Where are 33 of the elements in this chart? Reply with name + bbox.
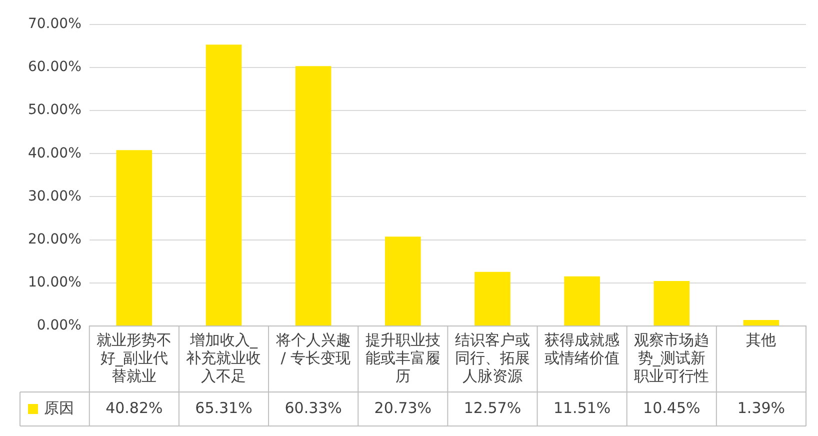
data-label: 40.82% bbox=[106, 398, 163, 417]
data-label: 11.51% bbox=[553, 398, 611, 417]
data-label: 60.33% bbox=[284, 398, 342, 417]
x-tick-label: 增加收入_补充就业收入不足 bbox=[186, 330, 262, 385]
bar bbox=[295, 66, 332, 326]
y-tick-label: 10.00% bbox=[28, 274, 82, 291]
data-label: 12.57% bbox=[464, 398, 522, 417]
y-tick-label: 60.00% bbox=[28, 59, 82, 76]
x-tick-label: 获得成就感或情绪价值 bbox=[544, 330, 620, 367]
bar bbox=[474, 272, 510, 326]
bar bbox=[116, 150, 152, 326]
legend-label: 原因 bbox=[44, 398, 74, 417]
data-label: 10.45% bbox=[643, 398, 700, 417]
bar bbox=[743, 320, 780, 326]
bar bbox=[654, 280, 690, 326]
x-tick-label: 提升职业技能或丰富履历 bbox=[365, 330, 440, 385]
y-tick-label: 0.00% bbox=[36, 318, 82, 334]
bar bbox=[384, 236, 421, 326]
data-label: 65.31% bbox=[195, 398, 252, 417]
x-tick-label: 其他 bbox=[746, 330, 776, 349]
y-tick-label: 20.00% bbox=[28, 231, 82, 248]
x-tick-label: 观察市场趋势_测试新职业可行性 bbox=[634, 330, 710, 385]
data-label: 1.39% bbox=[737, 398, 786, 417]
x-tick-label: 就业形势不好_副业代替就业 bbox=[96, 330, 172, 385]
y-tick-label: 40.00% bbox=[28, 145, 82, 162]
bar bbox=[564, 276, 600, 326]
y-tick-label: 70.00% bbox=[28, 16, 82, 32]
y-tick-label: 30.00% bbox=[28, 188, 82, 204]
x-tick-label: 将个人兴趣 / 专长变现 bbox=[274, 330, 351, 367]
bar bbox=[206, 44, 242, 326]
y-tick-label: 50.00% bbox=[28, 102, 82, 118]
data-label: 20.73% bbox=[374, 398, 432, 417]
x-tick-label: 结识客户或同行、拓展人脉资源 bbox=[454, 330, 530, 385]
